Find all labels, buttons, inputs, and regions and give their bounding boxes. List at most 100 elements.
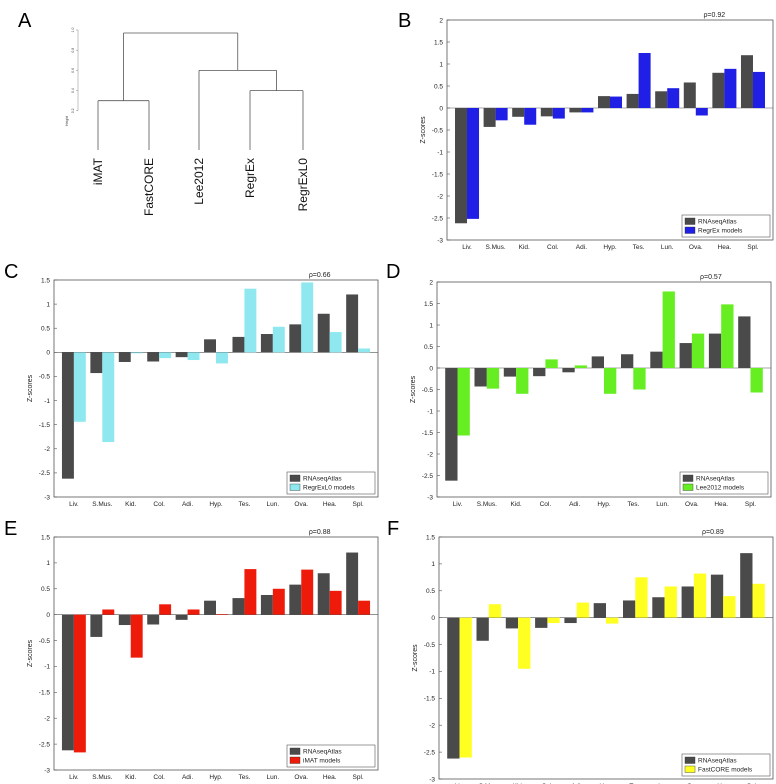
bar-model bbox=[638, 53, 651, 108]
y-tick-label: -1.5 bbox=[424, 696, 436, 703]
dendrogram-leaf-label: iMAT bbox=[91, 157, 105, 185]
x-tick-label: Liv. bbox=[69, 774, 79, 781]
panel-letter-f: F bbox=[387, 518, 399, 540]
y-tick-label: -2 bbox=[427, 451, 433, 458]
legend-box bbox=[681, 753, 771, 777]
y-tick-label: 0 bbox=[431, 615, 435, 622]
bar-reference bbox=[147, 352, 160, 362]
bar-reference bbox=[710, 574, 724, 618]
bar-model bbox=[486, 368, 500, 389]
x-tick-label: Hea. bbox=[323, 774, 337, 781]
y-tick-label: 0 bbox=[429, 365, 433, 372]
bar-model bbox=[159, 604, 172, 615]
x-tick-label: Hea. bbox=[714, 501, 728, 508]
bar-model bbox=[545, 359, 558, 368]
bar-model bbox=[457, 368, 470, 436]
bar-reference bbox=[289, 324, 302, 353]
bar-reference bbox=[622, 600, 636, 618]
bar-model bbox=[488, 604, 502, 618]
y-tick-label: 0.5 bbox=[41, 326, 50, 333]
y-tick-label: -3 bbox=[427, 494, 433, 501]
legend-swatch bbox=[289, 747, 301, 755]
panel-letter-d: D bbox=[386, 261, 400, 283]
bar-chart-panel-e: -3 -2.5 -2 -1.5 -1 -0.5 0 0.5 1 1.5 Liv. S.Mus. Kid.… bbox=[27, 529, 379, 781]
bar-model bbox=[73, 614, 86, 753]
bar-reference bbox=[317, 573, 330, 615]
height-tick-label: 0.8 bbox=[71, 48, 75, 53]
y-tick-label: -0.5 bbox=[39, 374, 51, 381]
x-tick-label: Spl. bbox=[353, 501, 364, 508]
y-tick-label: 0 bbox=[46, 612, 50, 619]
bar-reference bbox=[533, 368, 546, 377]
legend-label: iMAT models bbox=[303, 758, 341, 765]
bar-reference bbox=[712, 72, 725, 108]
bar-model bbox=[467, 108, 480, 219]
x-tick-label: Tes. bbox=[238, 774, 250, 781]
bar-model bbox=[102, 609, 115, 615]
bar-reference bbox=[147, 614, 160, 625]
bar-reference bbox=[562, 368, 575, 373]
bar-reference bbox=[591, 356, 604, 368]
panel-letter-c: C bbox=[4, 261, 18, 283]
legend-box bbox=[286, 744, 376, 768]
bar-reference bbox=[593, 603, 606, 618]
bar-model bbox=[664, 586, 677, 618]
bar-model bbox=[130, 614, 143, 658]
y-tick-label: -0.5 bbox=[432, 127, 444, 134]
dendrogram-panel: 0.2 0.4 0.6 0.8 1.0 Height iMAT FastCORE Lee2012… bbox=[65, 28, 310, 216]
x-tick-label: Spl. bbox=[745, 501, 756, 508]
bar-model bbox=[130, 352, 143, 354]
bar-reference bbox=[175, 352, 188, 358]
bar-model bbox=[524, 108, 537, 125]
y-tick-label: -2.5 bbox=[432, 215, 444, 222]
legend-box bbox=[681, 214, 771, 238]
bar-chart-panel-d: -3 -2.5 -2 -1.5 -1 -0.5 0 0.5 1 1.5 2 Liv. S.Mus. Kid… bbox=[410, 274, 772, 508]
x-tick-label: Liv. bbox=[462, 244, 472, 251]
bar-reference bbox=[317, 313, 330, 353]
correlation-annotation: ρ=0.92 bbox=[703, 12, 725, 19]
bar-model bbox=[272, 326, 285, 353]
y-tick-label: 1 bbox=[46, 301, 50, 308]
bar-reference bbox=[655, 91, 668, 108]
bar-reference bbox=[679, 343, 692, 368]
bar-model bbox=[576, 602, 590, 618]
y-tick-label: -2.5 bbox=[422, 473, 434, 480]
plot-frame bbox=[53, 536, 379, 771]
legend-swatch bbox=[289, 483, 301, 491]
bar-model bbox=[691, 333, 705, 368]
y-tick-label: -2.5 bbox=[39, 741, 51, 748]
bar-model bbox=[187, 352, 200, 361]
legend-label: RNAseqAtlas bbox=[696, 476, 735, 483]
bar-reference bbox=[90, 614, 103, 637]
y-tick-label: 0.5 bbox=[434, 83, 443, 90]
bar-reference bbox=[512, 108, 525, 117]
bar-reference bbox=[175, 614, 188, 620]
y-axis-label: Z-scores bbox=[27, 374, 34, 402]
bar-chart-panel-c: -3 -2.5 -2 -1.5 -1 -0.5 0 0.5 1 1.5 Liv. S.Mus. Kid.… bbox=[27, 272, 379, 508]
bar-reference bbox=[626, 93, 639, 108]
bar-model bbox=[358, 348, 371, 353]
y-tick-label: -1.5 bbox=[39, 422, 51, 429]
bar-model bbox=[159, 352, 172, 359]
bar-model bbox=[272, 588, 285, 615]
y-tick-label: 2 bbox=[429, 279, 433, 286]
bar-reference bbox=[455, 108, 468, 224]
bar-model bbox=[723, 596, 736, 618]
bar-reference bbox=[61, 614, 74, 751]
y-tick-label: -2.5 bbox=[39, 470, 51, 477]
x-tick-label: Tes. bbox=[627, 501, 639, 508]
y-tick-label: 1.5 bbox=[41, 277, 50, 284]
y-tick-label: -0.5 bbox=[39, 638, 51, 645]
x-tick-label: Col. bbox=[547, 244, 559, 251]
bar-model bbox=[187, 609, 200, 615]
bar-reference bbox=[652, 597, 665, 618]
y-tick-label: -2 bbox=[437, 193, 443, 200]
dendrogram-leaf-label: FastCORE bbox=[142, 158, 156, 216]
correlation-annotation: ρ=0.88 bbox=[309, 529, 331, 536]
bar-reference bbox=[204, 339, 216, 353]
bar-reference bbox=[620, 354, 634, 368]
x-tick-label: Ova. bbox=[685, 501, 699, 508]
bar-model bbox=[301, 282, 314, 353]
x-tick-label: Hyp. bbox=[603, 244, 617, 251]
y-tick-label: -2.5 bbox=[424, 749, 436, 756]
